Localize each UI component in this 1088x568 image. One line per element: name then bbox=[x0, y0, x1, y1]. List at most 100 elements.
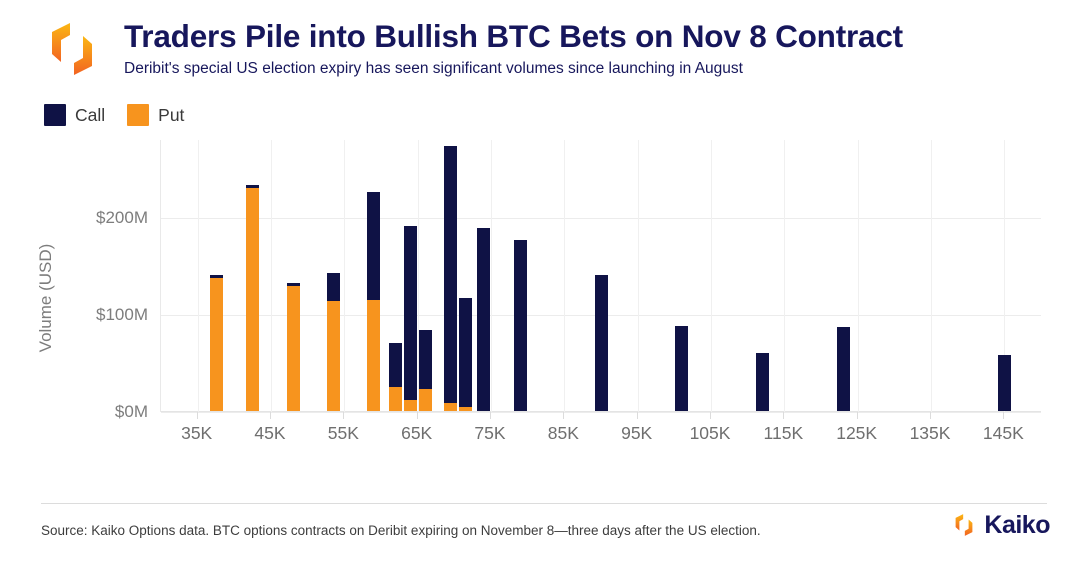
footer-brand: Kaiko bbox=[951, 512, 1050, 538]
gridline-vertical bbox=[784, 140, 786, 412]
chart-legend: Call Put bbox=[44, 103, 184, 127]
bar-segment-call bbox=[444, 145, 458, 404]
bar-segment-put bbox=[246, 187, 260, 411]
y-tick-label: $100M bbox=[96, 304, 148, 324]
x-tick-label: 75K bbox=[474, 423, 506, 443]
bar-segment-call bbox=[418, 330, 432, 389]
x-tick-mark bbox=[783, 412, 785, 419]
bar-strike-69.5K[interactable] bbox=[444, 145, 458, 411]
y-axis-ticks: $0M $100M $200M bbox=[0, 140, 160, 470]
footer-divider bbox=[41, 503, 1047, 504]
legend-swatch-icon bbox=[127, 104, 150, 126]
bar-strike-42.5K[interactable] bbox=[246, 184, 260, 411]
gridline-vertical bbox=[711, 140, 712, 412]
chart-header: Traders Pile into Bullish BTC Bets on No… bbox=[0, 0, 1088, 96]
bar-segment-put bbox=[286, 285, 300, 411]
bar-strike-59K[interactable] bbox=[367, 192, 381, 411]
bar-strike-74K[interactable] bbox=[477, 228, 491, 411]
bar-strike-48K[interactable] bbox=[286, 282, 300, 411]
legend-item-put[interactable]: Put bbox=[127, 104, 184, 126]
bar-segment-call bbox=[367, 192, 381, 301]
gridline-horizontal bbox=[161, 412, 1041, 413]
legend-swatch-icon bbox=[44, 104, 66, 126]
bar-segment-call bbox=[209, 275, 223, 278]
bar-segment-call bbox=[836, 326, 850, 411]
legend-item-label: Call bbox=[75, 105, 106, 125]
bar-segment-put bbox=[209, 277, 223, 411]
x-tick-mark bbox=[636, 412, 638, 419]
bar-segment-call bbox=[594, 275, 608, 411]
x-tick-label: 135K bbox=[909, 423, 951, 443]
bar-segment-call bbox=[403, 226, 417, 401]
x-tick-mark bbox=[196, 412, 198, 419]
bar-strike-71.5K[interactable] bbox=[458, 298, 472, 411]
gridline-vertical bbox=[197, 140, 199, 412]
bar-segment-put bbox=[444, 403, 458, 411]
bar-segment-put bbox=[418, 388, 432, 411]
bar-segment-put bbox=[403, 400, 417, 411]
legend-item-call[interactable]: Call bbox=[44, 104, 105, 126]
x-axis-baseline bbox=[161, 411, 1041, 412]
title-block: Traders Pile into Bullish BTC Bets on No… bbox=[124, 17, 1064, 79]
bar-segment-put bbox=[458, 407, 472, 411]
x-tick-label: 105K bbox=[689, 423, 731, 443]
bar-segment-call bbox=[246, 184, 260, 188]
bar-strike-37.5K[interactable] bbox=[209, 275, 223, 411]
kaiko-hexagon-icon bbox=[951, 512, 977, 538]
x-tick-label: 35K bbox=[181, 423, 213, 443]
x-tick-label: 145K bbox=[982, 423, 1024, 443]
gridline-vertical bbox=[564, 140, 566, 412]
gridline-vertical bbox=[1004, 140, 1006, 412]
bar-segment-call bbox=[755, 352, 769, 411]
x-tick-mark bbox=[416, 412, 418, 419]
bar-segment-put bbox=[326, 301, 340, 411]
bar-strike-53.5K[interactable] bbox=[326, 273, 340, 411]
x-tick-mark bbox=[563, 412, 565, 419]
bar-strike-79K[interactable] bbox=[513, 240, 527, 411]
x-tick-mark bbox=[710, 412, 711, 419]
bar-segment-call bbox=[477, 228, 491, 411]
x-tick-mark bbox=[270, 412, 271, 419]
x-tick-mark bbox=[856, 412, 858, 419]
x-tick-label: 85K bbox=[547, 423, 579, 443]
bar-segment-call bbox=[389, 343, 403, 387]
bar-strike-123K[interactable] bbox=[836, 326, 850, 411]
gridline-vertical bbox=[417, 140, 419, 412]
bar-segment-call bbox=[675, 325, 689, 411]
x-tick-label: 65K bbox=[401, 423, 433, 443]
gridline-vertical bbox=[637, 140, 639, 412]
bar-strike-145K[interactable] bbox=[997, 354, 1011, 411]
bar-segment-call bbox=[458, 298, 472, 408]
gridline-horizontal bbox=[161, 217, 1041, 219]
kaiko-hexagon-icon bbox=[41, 18, 103, 80]
legend-item-label: Put bbox=[158, 105, 185, 125]
y-tick-label: $0M bbox=[114, 402, 148, 421]
bar-strike-64K[interactable] bbox=[403, 226, 417, 411]
bar-segment-put bbox=[367, 300, 381, 411]
bar-strike-62K[interactable] bbox=[389, 343, 403, 411]
gridline-vertical bbox=[491, 140, 492, 412]
bar-strike-101K[interactable] bbox=[675, 325, 689, 411]
bar-segment-call bbox=[286, 282, 300, 286]
plot-canvas bbox=[160, 140, 1041, 413]
gridline-vertical bbox=[857, 140, 859, 412]
gridline-vertical bbox=[931, 140, 932, 412]
page-subtitle: Deribit's special US election expiry has… bbox=[124, 60, 743, 77]
bar-segment-call bbox=[997, 354, 1011, 411]
x-tick-label: 115K bbox=[763, 423, 804, 443]
x-tick-label: 95K bbox=[621, 423, 653, 443]
bar-strike-112K[interactable] bbox=[755, 352, 769, 411]
chart-plot-area: Volume (USD) $0M $100M $200M 35K 45K 55K 65K 7… bbox=[0, 140, 1088, 470]
page-title: Traders Pile into Bullish BTC Bets on No… bbox=[124, 18, 903, 54]
bar-strike-66K[interactable] bbox=[418, 330, 432, 411]
bar-strike-90K[interactable] bbox=[594, 275, 608, 411]
y-tick-label: $200M bbox=[96, 207, 148, 227]
source-note: Source: Kaiko Options data. BTC options … bbox=[41, 523, 761, 538]
x-tick-mark bbox=[490, 412, 491, 419]
x-tick-mark bbox=[1003, 412, 1005, 419]
bar-segment-call bbox=[326, 273, 340, 302]
x-tick-label: 125K bbox=[836, 423, 878, 443]
x-tick-label: 55K bbox=[327, 423, 359, 443]
gridline-vertical bbox=[271, 140, 272, 412]
bar-segment-put bbox=[389, 386, 403, 411]
